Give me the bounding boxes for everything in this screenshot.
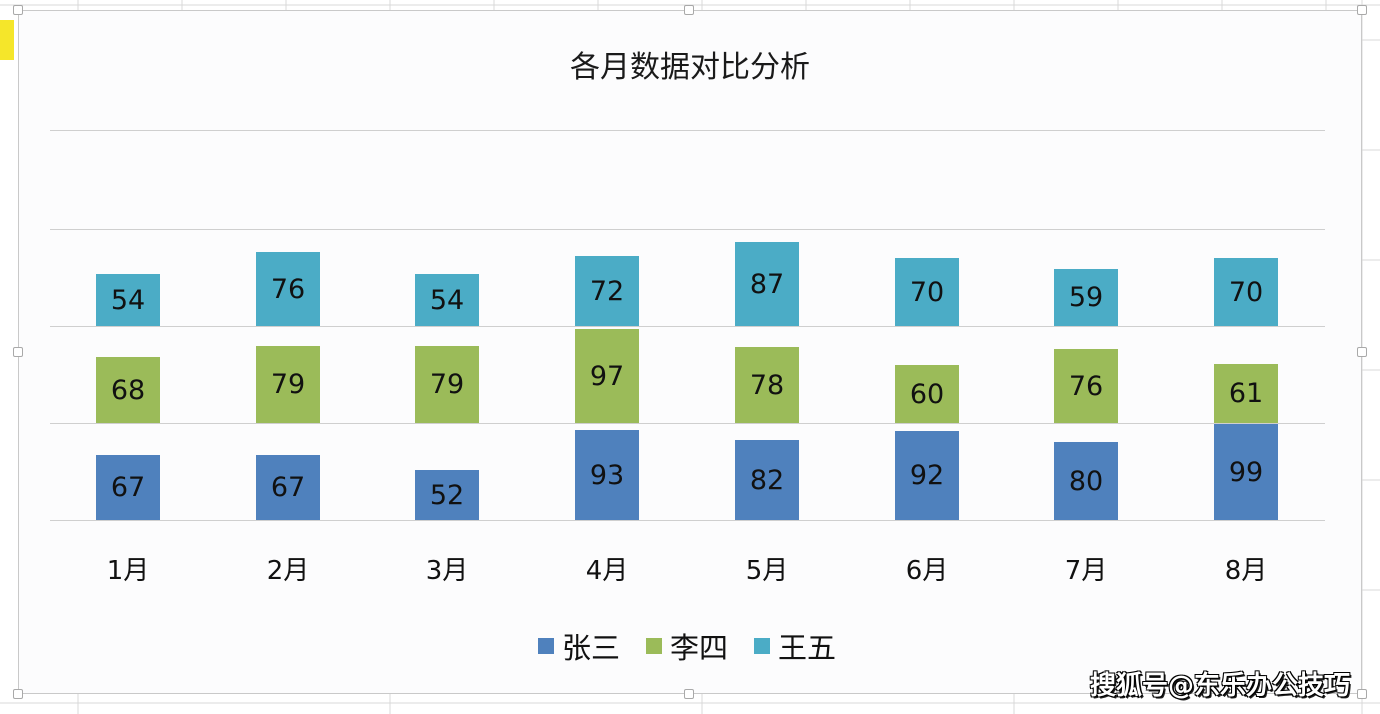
legend-item-wangwu: 王五 — [754, 625, 836, 667]
gridline — [50, 326, 1325, 327]
bar[interactable]: 54 — [96, 274, 160, 326]
bar[interactable]: 76 — [256, 252, 320, 326]
resize-handle-br[interactable] — [1357, 689, 1367, 699]
bar[interactable]: 97 — [575, 329, 639, 423]
legend-item-zhangsan: 张三 — [538, 625, 620, 667]
bar[interactable]: 72 — [575, 256, 639, 326]
resize-handle-tl[interactable] — [13, 5, 23, 15]
legend-swatch — [754, 638, 771, 654]
x-axis-label: 8月 — [1224, 556, 1268, 586]
bar[interactable]: 67 — [96, 455, 160, 520]
bar[interactable]: 79 — [415, 346, 479, 423]
x-axis-label: 6月 — [905, 556, 949, 586]
bar[interactable]: 82 — [735, 440, 799, 520]
bar[interactable]: 70 — [1214, 258, 1278, 326]
legend-swatch — [538, 638, 554, 654]
legend-item-lisi: 李四 — [646, 625, 728, 667]
bar[interactable]: 54 — [415, 274, 479, 326]
bar[interactable]: 99 — [1214, 424, 1278, 520]
x-axis-label: 2月 — [266, 556, 310, 586]
gridline — [50, 423, 1325, 424]
gridline — [50, 520, 1325, 521]
bar[interactable]: 80 — [1054, 442, 1118, 520]
bar[interactable]: 92 — [895, 431, 959, 520]
chart-area[interactable] — [13, 5, 1367, 699]
bar[interactable]: 78 — [735, 347, 799, 423]
resize-handle-right[interactable] — [1357, 347, 1367, 357]
resize-handle-bl[interactable] — [13, 689, 23, 699]
resize-handle-top[interactable] — [684, 5, 694, 15]
chart-title: 各月数据对比分析 — [570, 50, 810, 85]
gridline — [50, 229, 1325, 230]
bar[interactable]: 79 — [256, 346, 320, 423]
watermark: 搜狐号@东乐办公技巧 — [1089, 671, 1350, 701]
x-axis-label: 4月 — [585, 556, 629, 586]
bar[interactable]: 70 — [895, 258, 959, 326]
resize-handle-left[interactable] — [13, 347, 23, 357]
bar[interactable]: 76 — [1054, 349, 1118, 423]
cell-highlight — [0, 20, 14, 60]
legend-label: 张三 — [562, 631, 621, 665]
bar[interactable]: 61 — [1214, 364, 1278, 423]
legend: 张三 李四 王五 — [538, 625, 862, 667]
bar[interactable]: 68 — [96, 357, 160, 423]
legend-label: 王五 — [778, 631, 837, 665]
bar[interactable]: 67 — [256, 455, 320, 520]
bar[interactable]: 87 — [735, 242, 799, 326]
gridline — [50, 130, 1325, 131]
resize-handle-bottom[interactable] — [684, 689, 694, 699]
bar[interactable]: 93 — [575, 430, 639, 520]
resize-handle-tr[interactable] — [1357, 5, 1367, 15]
bar[interactable]: 60 — [895, 365, 959, 423]
x-axis-label: 5月 — [745, 556, 789, 586]
legend-swatch — [646, 638, 663, 654]
x-axis-label: 1月 — [106, 556, 150, 586]
x-axis-label: 3月 — [425, 556, 469, 586]
x-axis-label: 7月 — [1064, 556, 1108, 586]
bar[interactable]: 52 — [415, 470, 479, 520]
bar[interactable]: 59 — [1054, 269, 1118, 326]
legend-label: 李四 — [670, 631, 729, 665]
